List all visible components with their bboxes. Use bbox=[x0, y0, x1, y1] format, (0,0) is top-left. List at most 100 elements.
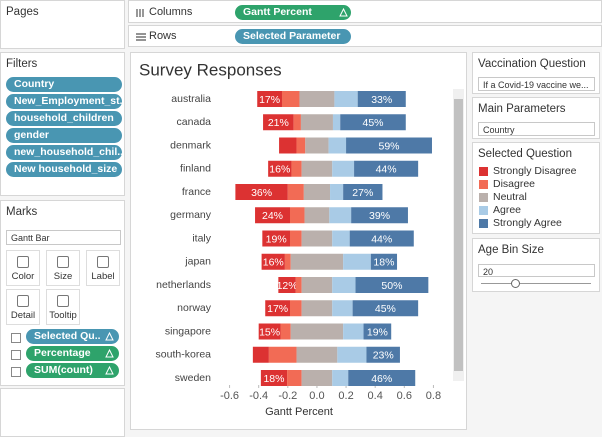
bar-segment bbox=[284, 253, 291, 270]
bar-segment bbox=[296, 137, 306, 154]
bar-segment bbox=[332, 370, 349, 386]
y-tick-label: japan bbox=[184, 256, 211, 268]
bar-segment bbox=[301, 160, 333, 177]
view-panel: Survey Responses Gantt Percent -0.6 -0.4-… bbox=[130, 52, 467, 430]
bar-segment bbox=[337, 346, 367, 363]
columns-shelf: Columns Gantt Percent bbox=[128, 0, 602, 23]
mark-button[interactable]: Color bbox=[6, 250, 40, 286]
mark-button[interactable]: Size bbox=[46, 250, 80, 286]
delta-shape bbox=[105, 366, 114, 375]
scroll-thumb[interactable] bbox=[454, 99, 463, 371]
pill[interactable]: Selected Parameter bbox=[235, 29, 351, 44]
bar-segment bbox=[261, 253, 285, 270]
data-label: 18% bbox=[373, 257, 394, 269]
bar-segment bbox=[332, 114, 341, 131]
rows-icon bbox=[136, 33, 146, 41]
filter-pill[interactable]: gender bbox=[6, 128, 122, 143]
marks-pill[interactable]: Selected Qu.. bbox=[26, 329, 119, 344]
marks-pill[interactable]: SUM(count) bbox=[26, 363, 119, 378]
bar-segment bbox=[280, 323, 291, 340]
data-label: 44% bbox=[376, 164, 397, 176]
age-bin-value: 20 bbox=[483, 267, 494, 277]
data-label: 24% bbox=[262, 210, 283, 222]
marks-pill[interactable]: Percentage bbox=[26, 346, 119, 361]
bar-segment bbox=[343, 184, 383, 200]
y-tick-label: finland bbox=[180, 163, 211, 175]
y-tick-label: italy bbox=[192, 232, 211, 244]
bar-segment bbox=[257, 91, 282, 107]
legend-label: Neutral bbox=[493, 191, 527, 203]
bar-segment bbox=[262, 230, 290, 247]
bar-segment bbox=[281, 91, 300, 107]
x-tick-label: -0.2 bbox=[278, 390, 297, 402]
bar-segment bbox=[260, 370, 288, 386]
mark-type-dropdown[interactable]: Gantt Bar bbox=[6, 230, 121, 245]
filter-pill[interactable]: New household_size bbox=[6, 162, 122, 177]
bar-segment bbox=[268, 160, 292, 177]
data-label: 19% bbox=[266, 233, 287, 245]
bar-segment bbox=[332, 277, 356, 293]
age-bin-panel: Age Bin Size 20 bbox=[472, 238, 600, 292]
bar-segment bbox=[370, 253, 398, 270]
data-label: 27% bbox=[352, 187, 373, 199]
mark-button[interactable]: Detail bbox=[6, 289, 40, 325]
bar-segment bbox=[258, 323, 281, 340]
bar-segment bbox=[301, 370, 333, 386]
bar-segment bbox=[301, 300, 333, 317]
button-label: Detail bbox=[10, 310, 36, 321]
x-axis-title: Gantt Percent bbox=[265, 406, 333, 418]
bar-segment bbox=[289, 300, 302, 317]
bar-segment bbox=[235, 184, 288, 200]
parameter-title: Main Parameters bbox=[478, 103, 566, 115]
bar-segment bbox=[348, 370, 416, 386]
parameter-dropdown[interactable]: If a Covid-19 vaccine we... bbox=[478, 77, 595, 91]
filter-pill[interactable]: household_children bbox=[6, 111, 122, 126]
bar-segment bbox=[366, 346, 400, 363]
bar-segment bbox=[332, 230, 350, 247]
bar-segment bbox=[287, 370, 302, 386]
legend-swatch bbox=[479, 167, 488, 176]
y-tick-label: australia bbox=[171, 93, 211, 105]
parameter-panel: Main Parameters Country bbox=[472, 97, 600, 139]
data-label: 15% bbox=[259, 326, 280, 338]
bar-segment bbox=[363, 323, 392, 340]
bar-segment bbox=[265, 300, 290, 317]
data-label: 16% bbox=[269, 164, 290, 176]
filter-pill[interactable]: new_household_chil.. bbox=[6, 145, 122, 160]
bar-segment bbox=[304, 207, 330, 224]
rows-shelf: Rows Selected Parameter bbox=[128, 25, 602, 47]
bar-segment bbox=[349, 230, 414, 247]
data-label: 36% bbox=[251, 187, 272, 199]
x-tick-label: -0.6 bbox=[220, 390, 239, 402]
age-bin-input[interactable]: 20 bbox=[478, 264, 595, 277]
slider-track bbox=[481, 283, 591, 284]
legend-swatch bbox=[479, 206, 488, 215]
bar-segment bbox=[291, 160, 302, 177]
bar-segment bbox=[330, 184, 344, 200]
data-label: 44% bbox=[371, 233, 392, 245]
bar-segment bbox=[293, 114, 301, 131]
mark-button[interactable]: Label bbox=[86, 250, 120, 286]
legend-label: Agree bbox=[493, 204, 522, 216]
data-label: 50% bbox=[381, 280, 402, 292]
delta-icon bbox=[105, 332, 114, 341]
parameter-panel: Vaccination Question If a Covid-19 vaccin… bbox=[472, 52, 600, 94]
data-label: 18% bbox=[263, 373, 284, 385]
legend-swatch bbox=[479, 193, 488, 202]
delta-icon bbox=[105, 366, 114, 375]
slider-thumb[interactable] bbox=[511, 279, 520, 288]
button-label: Color bbox=[11, 271, 35, 282]
filter-pill[interactable]: Country bbox=[6, 77, 122, 92]
bar-segment bbox=[357, 91, 406, 107]
parameter-dropdown[interactable]: Country bbox=[478, 122, 595, 136]
filter-pill[interactable]: New_Employment_st.. bbox=[6, 94, 122, 109]
x-tick-label: 0.8 bbox=[426, 390, 441, 402]
mark-button[interactable]: Tooltip bbox=[46, 289, 80, 325]
marks-panel: Marks Gantt Bar Color Size Label Detail Tool… bbox=[0, 200, 125, 386]
field-icon bbox=[11, 367, 21, 377]
pill[interactable]: Gantt Percent bbox=[235, 5, 351, 20]
bar-segment bbox=[351, 207, 408, 224]
button-icon bbox=[97, 256, 109, 268]
bar-segment bbox=[299, 91, 335, 107]
